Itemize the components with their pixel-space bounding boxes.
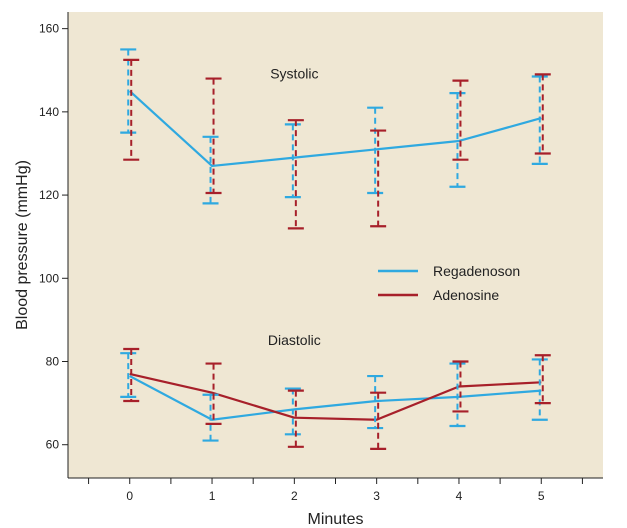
y-ticks: 60 80 100 120 140 160 — [39, 22, 68, 452]
error-bar-adenosine — [287, 389, 304, 448]
error-bar-regadenoson — [367, 106, 384, 195]
error-bar-regadenoson — [284, 387, 301, 436]
error-bar-regadenoson — [531, 358, 548, 421]
series-line-regadenoson-diastolic — [129, 375, 542, 421]
annotation-systolic: Systolic — [270, 66, 318, 82]
x-tick-label: 4 — [456, 489, 463, 503]
error-bar-adenosine — [123, 347, 140, 403]
y-tick-label: 100 — [39, 271, 59, 285]
x-tick-label: 1 — [209, 489, 216, 503]
legend-label-adenosine: Adenosine — [433, 287, 499, 303]
error-bar-adenosine — [452, 360, 469, 413]
y-axis-title: Blood pressure (mmHg) — [14, 160, 31, 330]
x-tick-label: 2 — [291, 489, 298, 503]
error-bar-regadenoson — [449, 92, 466, 188]
error-bar-regadenoson — [202, 393, 219, 442]
plot-background — [68, 12, 603, 478]
error-bar-regadenoson — [120, 352, 137, 398]
error-bar-regadenoson — [120, 48, 137, 134]
error-bar-regadenoson — [531, 75, 548, 165]
error-bar-adenosine — [534, 73, 551, 155]
error-bar-regadenoson — [449, 362, 466, 428]
y-tick-label: 160 — [39, 22, 59, 36]
x-tick-label: 3 — [373, 489, 380, 503]
x-tick-label: 0 — [126, 489, 133, 503]
error-bar-adenosine — [205, 77, 222, 195]
y-tick-label: 140 — [39, 105, 59, 119]
error-bar-regadenoson — [284, 123, 301, 199]
x-ticks: 0 1 2 3 4 5 — [88, 478, 583, 503]
series-line-regadenoson-systolic — [128, 90, 542, 168]
error-bar-adenosine — [370, 129, 387, 228]
x-tick-label: 5 — [538, 489, 545, 503]
legend-label-regadenoson: Regadenoson — [433, 263, 520, 279]
y-tick-label: 60 — [46, 438, 60, 452]
error-bar-adenosine — [534, 354, 551, 405]
series-layer — [120, 48, 551, 450]
legend: Regadenoson Adenosine — [378, 263, 520, 303]
error-bar-adenosine — [452, 79, 469, 161]
error-bar-adenosine — [370, 391, 387, 450]
series-line-adenosine-diastolic — [129, 372, 542, 421]
y-tick-label: 120 — [39, 188, 59, 202]
error-bar-regadenoson — [367, 374, 384, 430]
error-bar-adenosine — [287, 119, 304, 230]
error-bar-adenosine — [123, 58, 140, 161]
x-axis-title: Minutes — [307, 511, 363, 528]
annotation-diastolic: Diastolic — [268, 332, 321, 348]
error-bar-adenosine — [205, 362, 222, 426]
y-tick-label: 80 — [46, 355, 60, 369]
